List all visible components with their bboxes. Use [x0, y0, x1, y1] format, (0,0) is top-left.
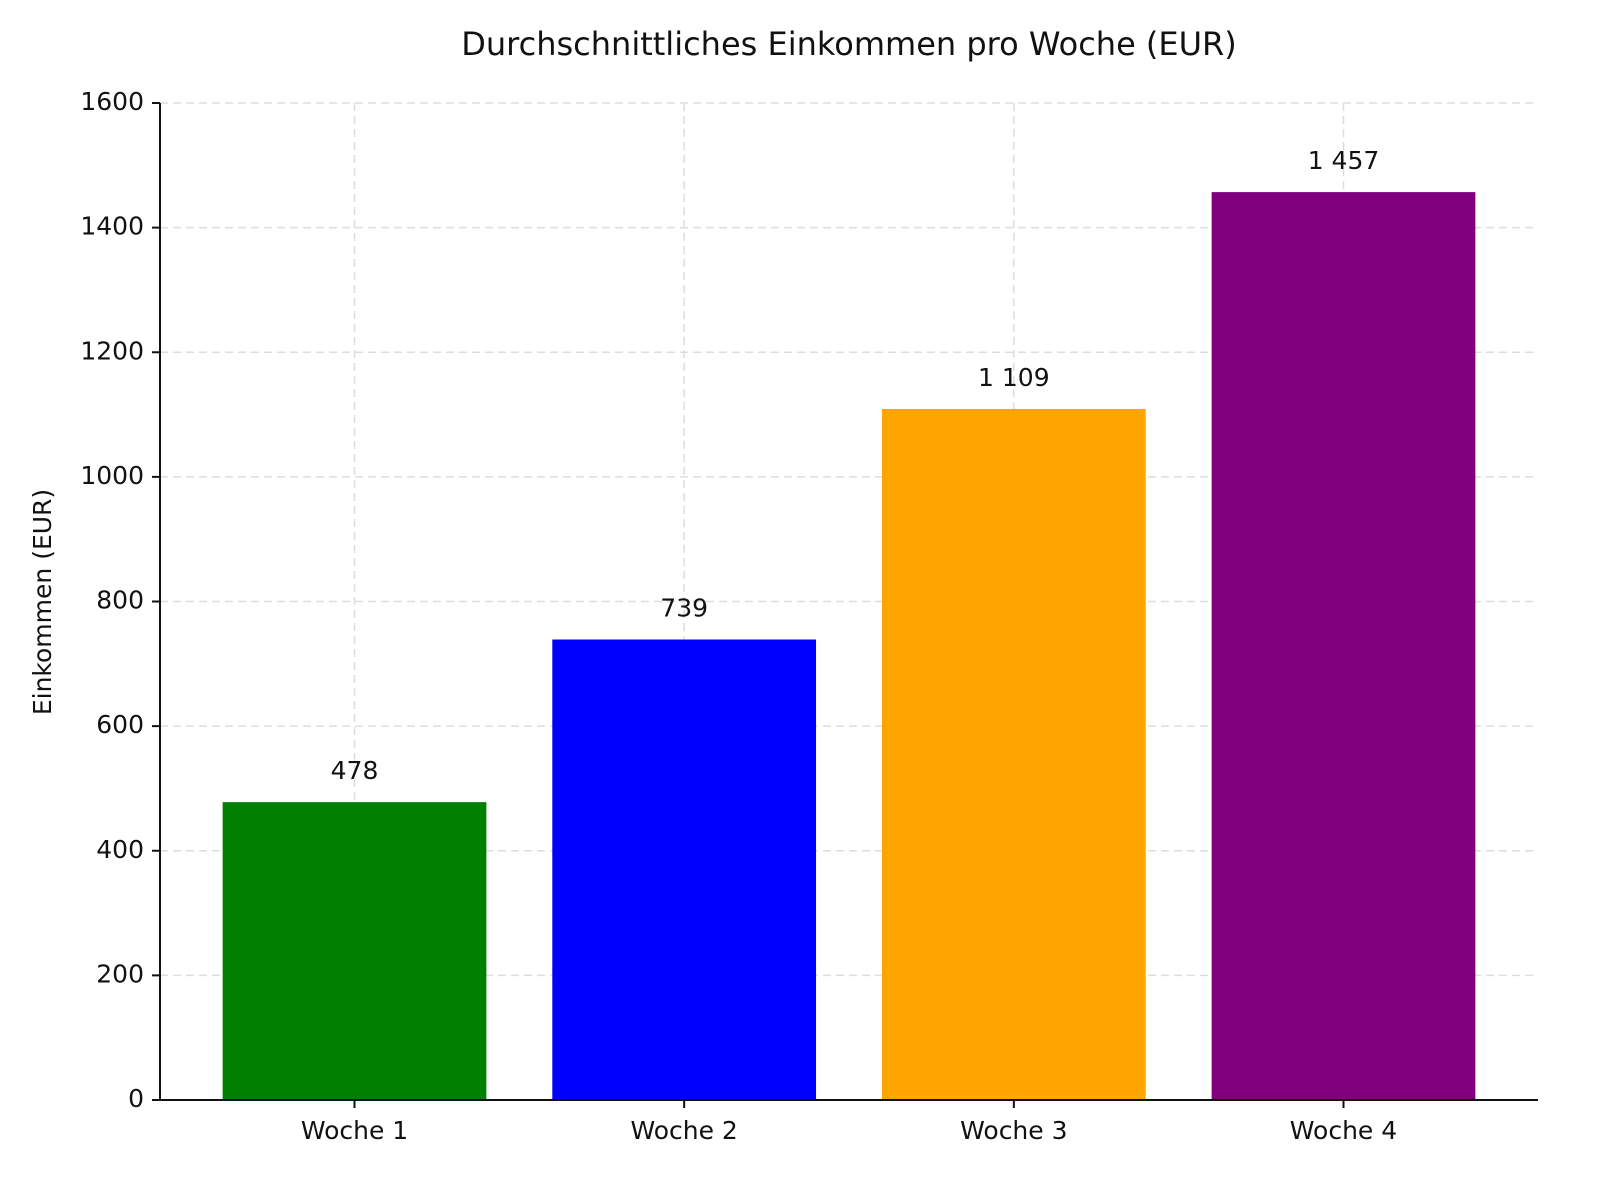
- y-axis-label: Einkommen (EUR): [28, 489, 57, 715]
- y-tick-label: 1400: [80, 212, 144, 241]
- x-tick-label: Woche 1: [301, 1116, 408, 1145]
- y-tick-label: 800: [96, 586, 144, 615]
- bar: [222, 802, 487, 1100]
- bar: [881, 408, 1146, 1101]
- y-tick-label: 1600: [80, 87, 144, 116]
- x-tick-label: Woche 4: [1290, 1116, 1397, 1145]
- y-tick-label: 400: [96, 835, 144, 864]
- bar: [1211, 192, 1476, 1100]
- x-tick-label: Woche 2: [630, 1116, 737, 1145]
- bar: [552, 639, 817, 1100]
- y-tick-label: 1000: [80, 461, 144, 490]
- value-label: 1 457: [1308, 146, 1380, 175]
- x-tick-label: Woche 3: [960, 1116, 1067, 1145]
- chart-title: Durchschnittliches Einkommen pro Woche (…: [461, 25, 1237, 63]
- value-label: 739: [660, 594, 708, 623]
- value-label: 1 109: [978, 363, 1050, 392]
- y-tick-label: 0: [128, 1084, 144, 1113]
- y-tick-label: 600: [96, 710, 144, 739]
- y-tick-label: 200: [96, 959, 144, 988]
- value-label: 478: [331, 756, 379, 785]
- y-tick-label: 1200: [80, 336, 144, 365]
